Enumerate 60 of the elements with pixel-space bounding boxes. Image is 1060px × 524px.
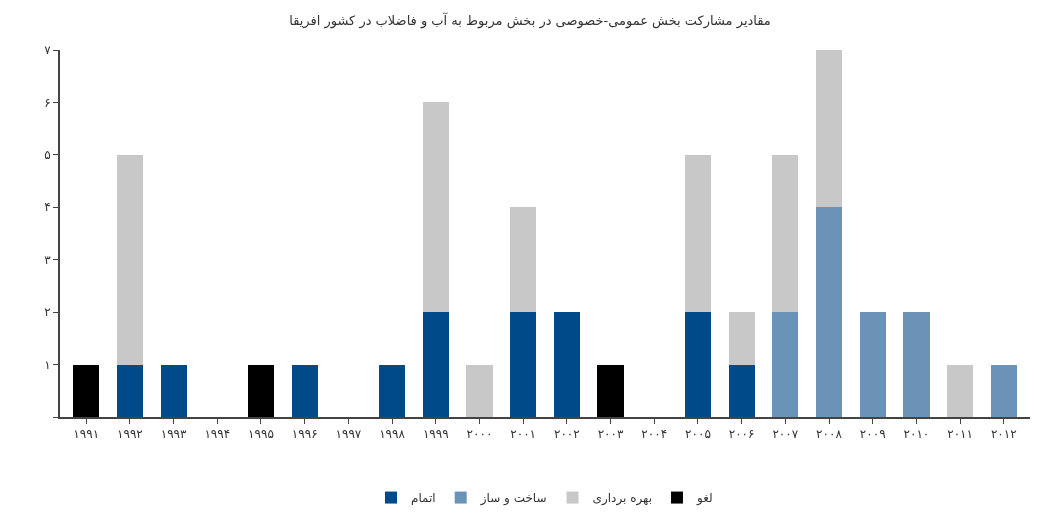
x-tick-label: ۲۰۰۳ [597,427,624,442]
bar [510,312,537,417]
y-tick-label: ۶ [44,95,51,110]
bar [815,50,843,208]
bar [990,364,1017,417]
x-tick-label: ۲۰۰۹ [859,427,886,442]
bar [597,364,624,417]
legend-label: بهره برداری [592,491,652,507]
bar [422,312,449,417]
y-tick-label: ۷ [44,43,52,58]
bar [422,102,449,313]
y-tick-label: ۵ [44,148,51,163]
bar [247,364,275,417]
bar [772,154,799,313]
bar [903,312,930,417]
y-tick-label: ۴ [44,200,51,215]
bar [291,364,318,417]
bar [946,364,974,417]
y-tick-label: ۲ [44,305,51,320]
legend-label: اتمام [411,491,436,506]
bar [728,364,755,417]
legend-label: ساخت و ساز [479,491,547,507]
x-tick-label: ۲۰۰۰ [466,427,493,442]
y-tick-label: ۱ [44,357,51,372]
x-tick-label: ۱۹۹۲ [117,427,143,442]
bar [160,364,187,417]
chart-title: مقادیر مشارکت بخش عمومی-خصوصی در بخش مربوط به آب و فاضلاب در کشور افریقا [289,11,771,29]
bar [684,154,712,313]
legend-label: لغو [695,491,713,507]
bar [553,312,580,417]
x-tick-label: ۱۹۹۴ [204,427,231,442]
x-tick-label: ۲۰۱۰ [903,427,930,442]
bar [378,364,406,417]
x-tick-label: ۲۰۰۶ [728,427,755,442]
x-tick-label: ۲۰۰۷ [772,427,799,442]
x-tick-label: ۱۹۹۵ [248,427,274,442]
x-tick-label: ۲۰۱۱ [947,427,973,442]
x-tick-label: ۲۰۰۱ [510,427,537,442]
bar [116,364,144,417]
bar [510,207,537,313]
bar [73,364,100,417]
bar [116,154,144,365]
x-tick-label: ۱۹۹۹ [422,427,449,442]
bar [859,312,886,417]
x-tick-label: ۱۹۹۶ [291,427,318,442]
x-tick-label: ۲۰۱۲ [990,427,1017,442]
bar [684,312,712,417]
x-tick-label: ۲۰۰۵ [685,427,711,442]
bar [466,364,493,417]
x-tick-label: ۲۰۰۴ [641,427,668,442]
bar [772,312,799,417]
x-tick-label: ۱۹۹۱ [73,427,100,442]
bar [815,207,843,417]
y-tick-label: ۳ [44,252,52,267]
x-tick-label: ۲۰۰۸ [816,427,843,442]
x-tick-label: ۱۹۹۸ [379,427,406,442]
x-tick-label: ۱۹۹۳ [160,427,188,442]
x-tick-label: ۲۰۰۲ [553,427,580,442]
bar [728,312,755,365]
x-tick-label: ۱۹۹۷ [335,427,362,442]
